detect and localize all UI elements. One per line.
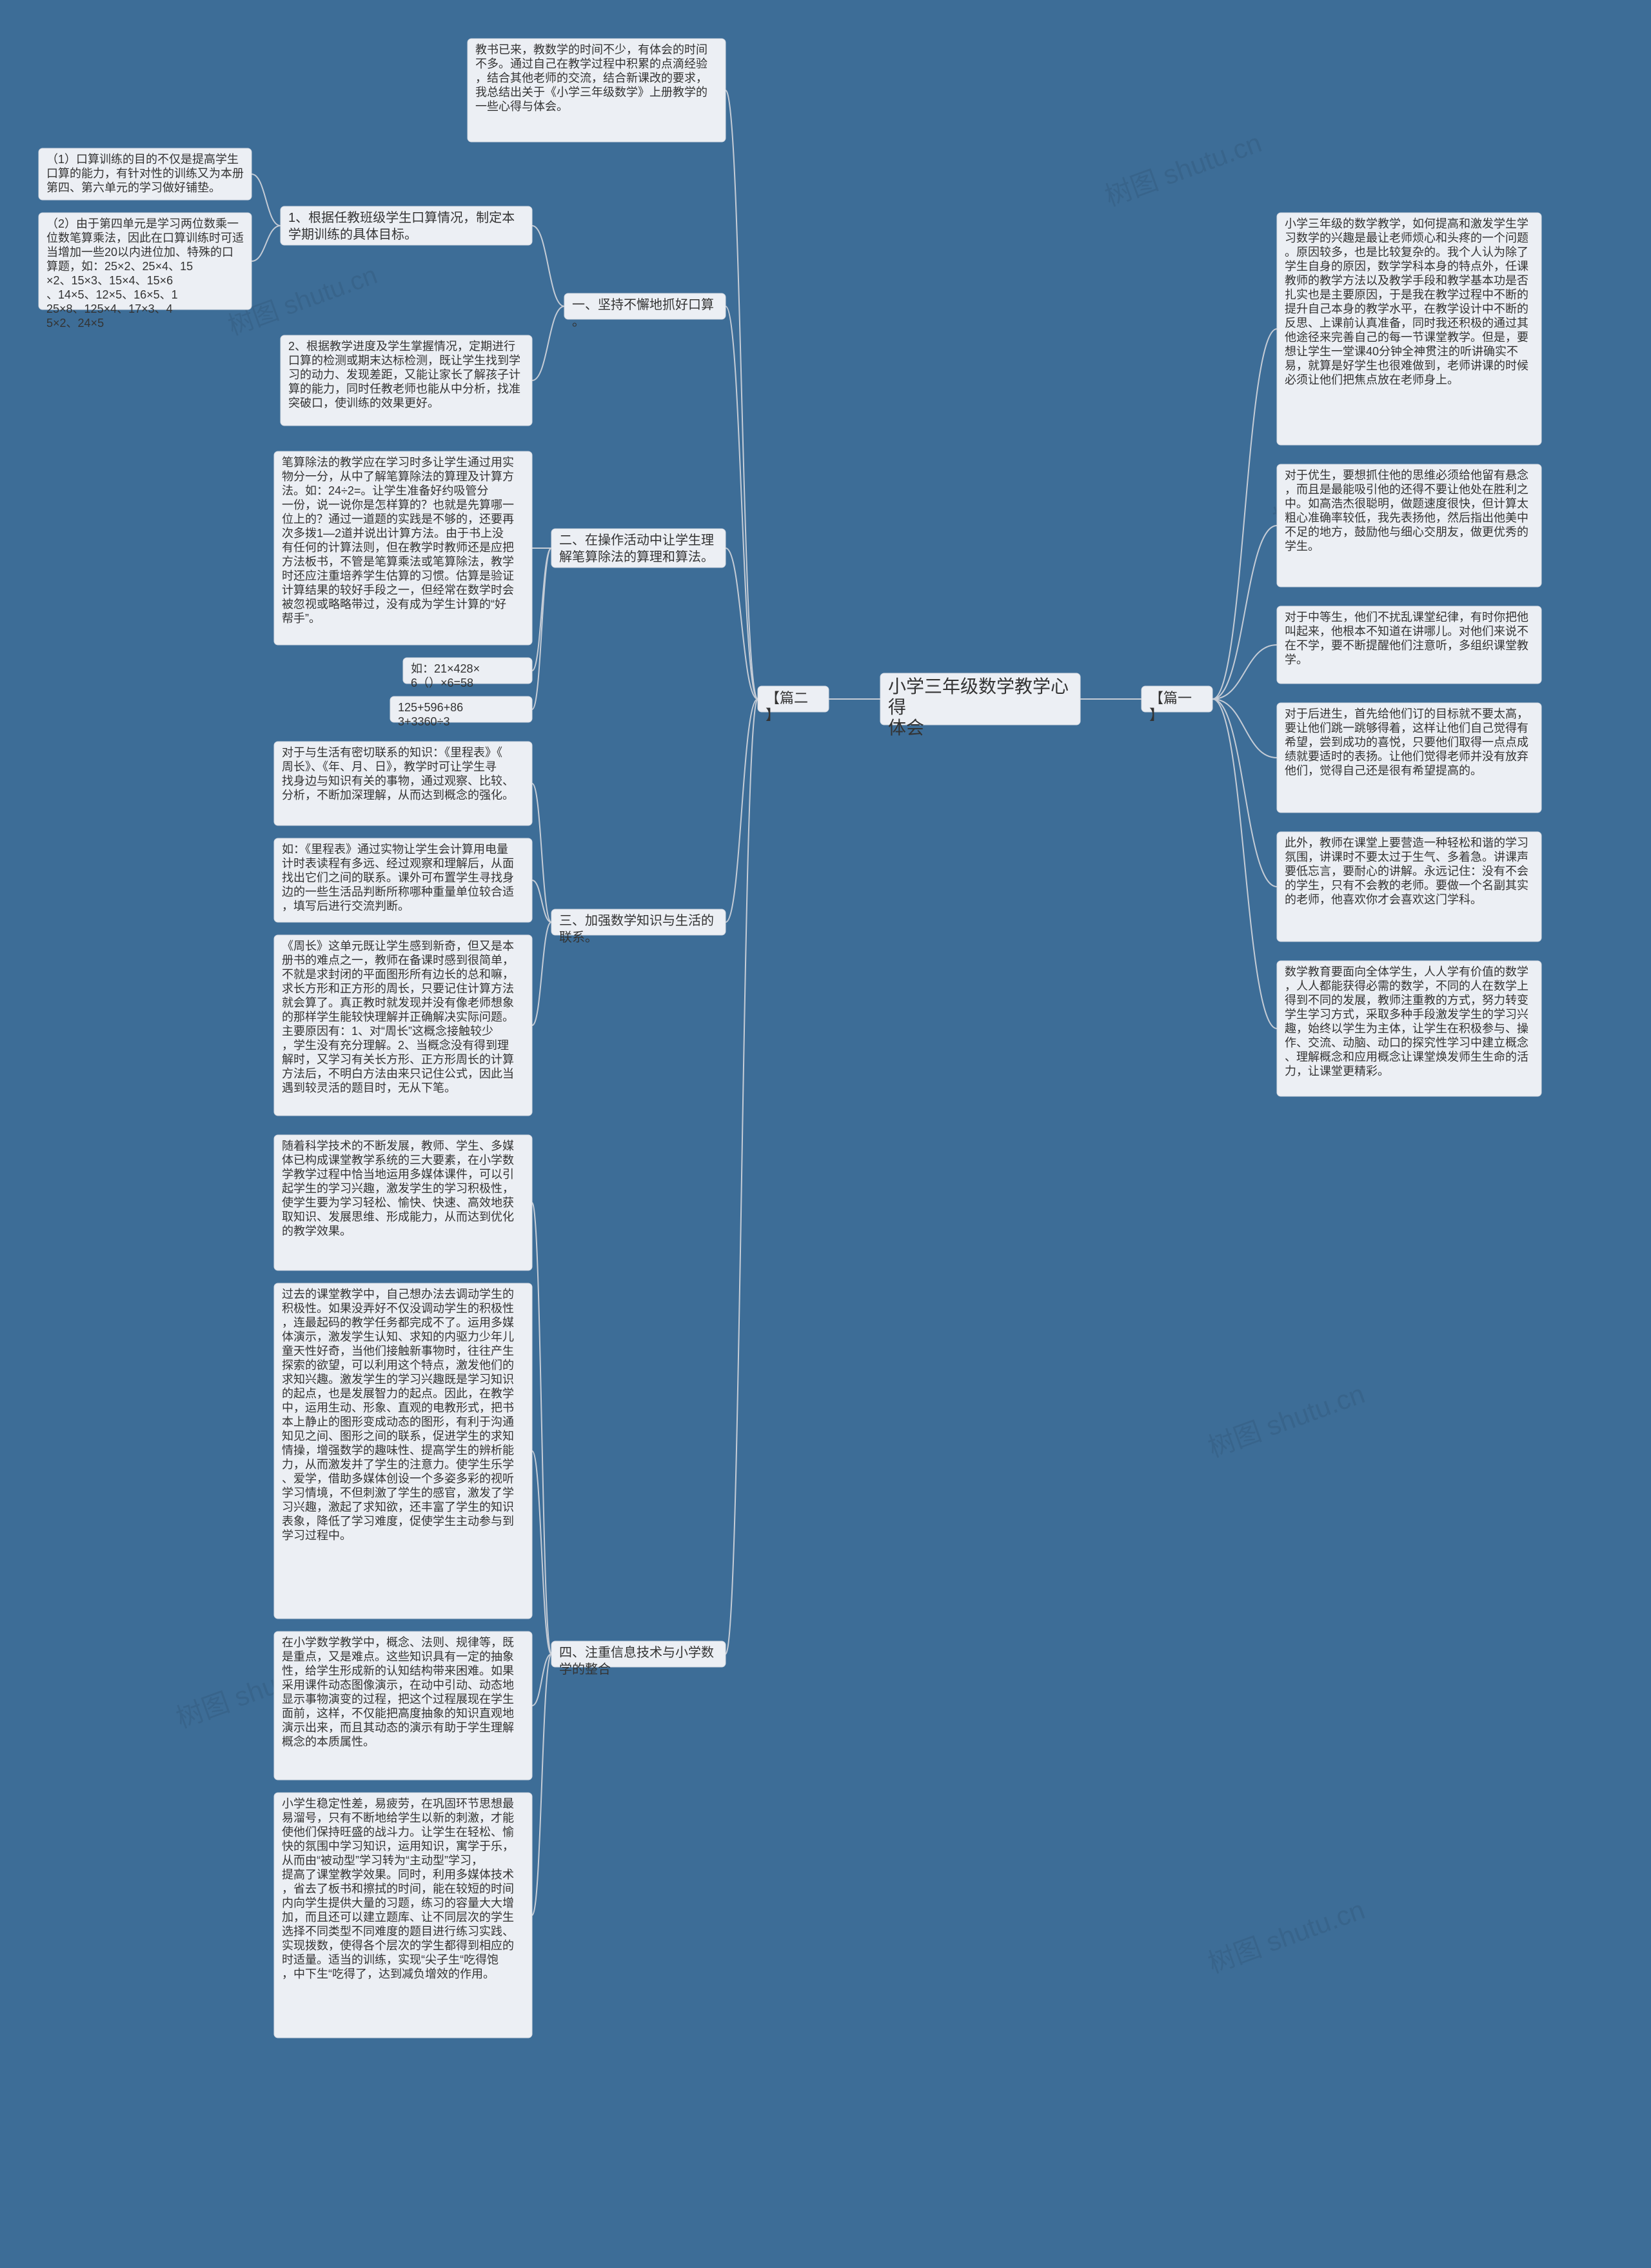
mindmap-canvas: 树图 shutu.cn树图 shutu.cn树图 shutu.cn树图 shut… [0,0,1651,2268]
leaf-node-text: （1）口算训练的目的不仅是提高学生口算的能力，有针对性的训练又为本册第四、第六单… [46,153,244,194]
leaf-node-text: 随着科学技术的不断发展，教师、学生、多媒体已构成课堂教学系统的三大要素，在小学数… [282,1139,514,1238]
leaf-node-text: 《周长》这单元既让学生感到新奇，但又是本册书的难点之一，教师在备课时感到很简单，… [282,940,514,1094]
